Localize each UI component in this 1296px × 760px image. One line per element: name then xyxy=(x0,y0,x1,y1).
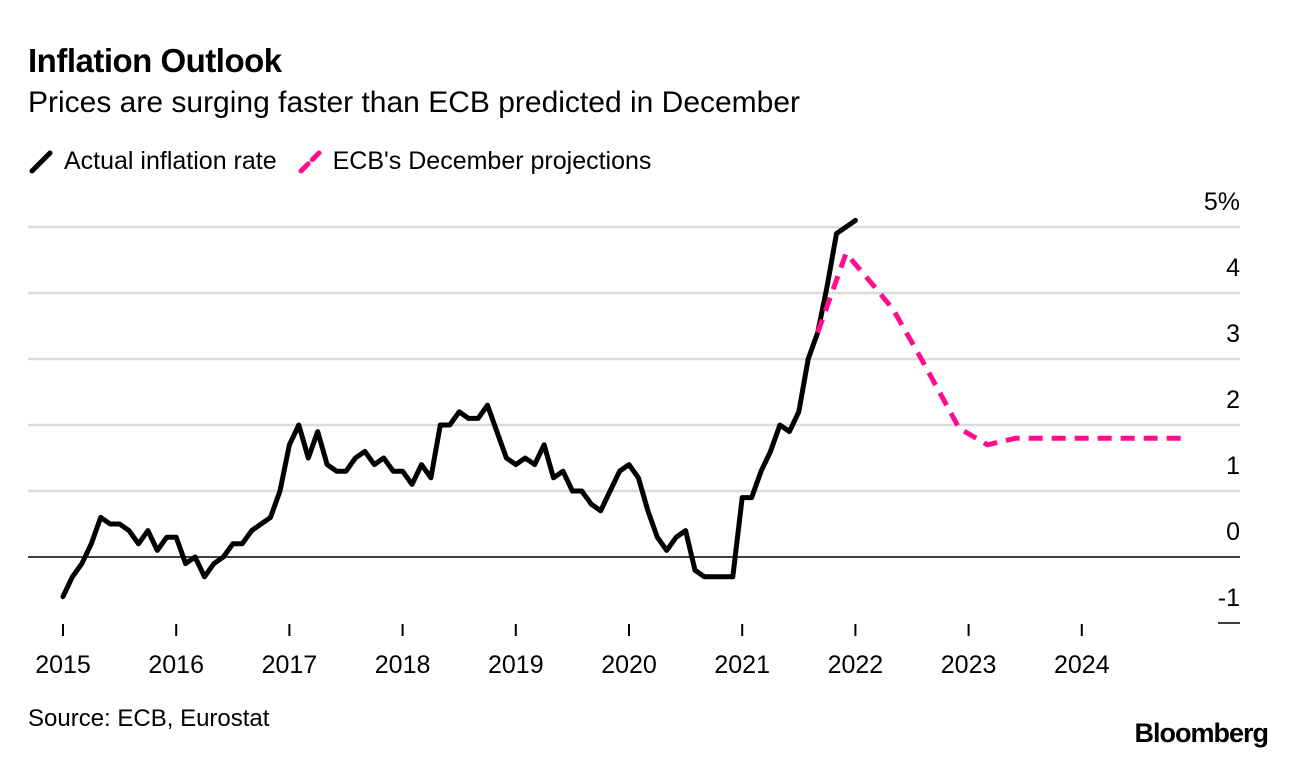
bloomberg-logo: Bloomberg xyxy=(1134,718,1269,748)
legend-item-projection: ECB's December projections xyxy=(297,147,652,176)
y-tick-label: -1 xyxy=(1218,584,1240,612)
y-tick-label: 1 xyxy=(1226,452,1240,480)
y-tick-label: 4 xyxy=(1226,254,1240,282)
x-tick-label: 2023 xyxy=(941,651,997,679)
y-tick-label: 2 xyxy=(1226,386,1240,414)
x-tick-label: 2020 xyxy=(601,651,657,679)
y-tick-label: 5% xyxy=(1204,188,1240,216)
x-tick-label: 2016 xyxy=(148,651,204,679)
chart-subtitle: Prices are surging faster than ECB predi… xyxy=(28,86,801,119)
legend-label-projection: ECB's December projections xyxy=(332,147,652,175)
chart-title: Inflation Outlook xyxy=(28,42,282,79)
x-tick-label: 2024 xyxy=(1054,651,1110,679)
x-tick-label: 2018 xyxy=(375,651,431,679)
x-tick-label: 2019 xyxy=(488,651,544,679)
x-tick-label: 2015 xyxy=(35,651,91,679)
y-tick-label: 3 xyxy=(1226,320,1240,348)
source-note: Source: ECB, Eurostat xyxy=(28,705,270,732)
legend-item-actual: Actual inflation rate xyxy=(28,147,277,176)
legend: Actual inflation rate ECB's December pro… xyxy=(28,147,671,176)
x-tick-label: 2022 xyxy=(828,651,884,679)
legend-swatch-actual xyxy=(29,150,53,173)
actual-inflation-line xyxy=(60,217,858,600)
y-tick-label: 0 xyxy=(1226,518,1240,546)
projection-line xyxy=(815,250,1186,448)
x-tick-label: 2021 xyxy=(714,651,770,679)
x-tick-label: 2017 xyxy=(262,651,318,679)
legend-swatch-projection xyxy=(298,150,322,173)
legend-label-actual: Actual inflation rate xyxy=(64,147,277,175)
